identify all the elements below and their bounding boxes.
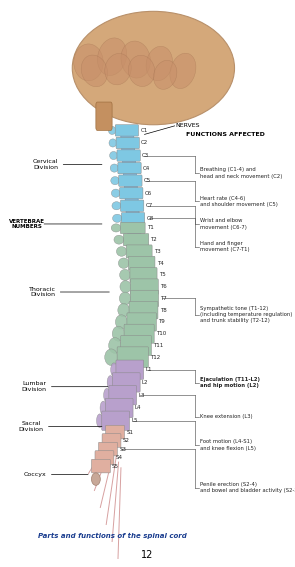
FancyBboxPatch shape — [109, 386, 137, 405]
FancyBboxPatch shape — [117, 347, 148, 367]
Text: C5: C5 — [144, 178, 151, 183]
FancyBboxPatch shape — [95, 451, 114, 464]
Text: Breathing (C1-4) and
head and neck movement (C2): Breathing (C1-4) and head and neck movem… — [200, 167, 282, 179]
Ellipse shape — [110, 164, 118, 172]
Text: Coccyx: Coccyx — [24, 472, 47, 477]
Text: S5: S5 — [112, 464, 119, 468]
Text: Penile erection (S2-4)
and bowel and bladder activity (S2-3): Penile erection (S2-4) and bowel and bla… — [200, 482, 295, 493]
FancyBboxPatch shape — [115, 125, 139, 136]
FancyBboxPatch shape — [99, 442, 117, 456]
Ellipse shape — [104, 388, 110, 402]
Ellipse shape — [97, 38, 127, 75]
FancyBboxPatch shape — [102, 434, 121, 447]
Ellipse shape — [118, 303, 130, 317]
Ellipse shape — [115, 315, 127, 329]
Ellipse shape — [119, 269, 130, 281]
Text: L4: L4 — [135, 405, 141, 411]
Text: L2: L2 — [142, 380, 148, 385]
Text: T6: T6 — [160, 284, 167, 289]
Ellipse shape — [118, 258, 129, 268]
Text: Wrist and elbow
movement (C6-7): Wrist and elbow movement (C6-7) — [200, 218, 247, 230]
Text: T12: T12 — [150, 355, 160, 359]
FancyBboxPatch shape — [120, 188, 143, 199]
Ellipse shape — [112, 202, 121, 210]
Text: C2: C2 — [141, 141, 148, 146]
FancyBboxPatch shape — [130, 268, 157, 282]
Text: Thoracic
Division: Thoracic Division — [29, 286, 56, 298]
Text: C4: C4 — [143, 166, 150, 171]
Ellipse shape — [109, 151, 117, 159]
Text: VERTEBRAE
NUMBERS: VERTEBRAE NUMBERS — [9, 218, 45, 230]
Text: T2: T2 — [150, 237, 157, 242]
Ellipse shape — [112, 326, 125, 341]
Text: L1: L1 — [145, 367, 152, 372]
Ellipse shape — [74, 44, 103, 81]
Ellipse shape — [111, 363, 117, 376]
Text: NERVES: NERVES — [176, 124, 200, 128]
Text: S3: S3 — [119, 447, 126, 451]
FancyBboxPatch shape — [116, 360, 144, 379]
Text: L5: L5 — [131, 418, 138, 423]
Text: Knee extension (L3): Knee extension (L3) — [200, 414, 253, 419]
FancyBboxPatch shape — [116, 137, 140, 149]
Ellipse shape — [91, 473, 100, 485]
Text: C3: C3 — [142, 153, 149, 158]
Ellipse shape — [120, 281, 131, 293]
FancyBboxPatch shape — [102, 411, 130, 430]
Polygon shape — [94, 130, 151, 466]
Ellipse shape — [81, 55, 108, 87]
Text: T3: T3 — [154, 249, 161, 254]
FancyBboxPatch shape — [124, 324, 154, 343]
Ellipse shape — [109, 139, 117, 147]
FancyBboxPatch shape — [131, 279, 158, 294]
Text: S2: S2 — [123, 438, 130, 443]
Ellipse shape — [112, 189, 120, 197]
Ellipse shape — [146, 46, 173, 81]
FancyBboxPatch shape — [122, 213, 145, 224]
FancyBboxPatch shape — [128, 256, 155, 270]
Ellipse shape — [100, 401, 106, 415]
FancyBboxPatch shape — [127, 313, 156, 331]
Ellipse shape — [109, 126, 116, 134]
FancyBboxPatch shape — [117, 150, 140, 161]
Text: Sympathetic tone (T1-12)
(including temperature regulation)
and trunk stability : Sympathetic tone (T1-12) (including temp… — [200, 306, 292, 323]
Text: Foot motion (L4-S1)
and knee flexion (L5): Foot motion (L4-S1) and knee flexion (L5… — [200, 439, 256, 451]
Ellipse shape — [105, 53, 131, 85]
Text: T11: T11 — [153, 343, 163, 348]
Ellipse shape — [72, 11, 235, 125]
Text: Ejaculation (T11-L2)
and hip motion (L2): Ejaculation (T11-L2) and hip motion (L2) — [200, 377, 260, 388]
FancyBboxPatch shape — [123, 234, 149, 246]
FancyBboxPatch shape — [96, 102, 112, 130]
Text: C1: C1 — [140, 128, 148, 133]
Ellipse shape — [111, 176, 119, 185]
Text: T5: T5 — [159, 272, 165, 277]
FancyBboxPatch shape — [120, 222, 145, 234]
Ellipse shape — [117, 247, 127, 256]
Text: Lumbar
Division: Lumbar Division — [22, 381, 46, 392]
Text: FUNCTIONS AFFECTED: FUNCTIONS AFFECTED — [186, 133, 265, 137]
Text: Hand and finger
movement (C7-T1): Hand and finger movement (C7-T1) — [200, 241, 250, 252]
Ellipse shape — [119, 292, 131, 305]
Text: Heart rate (C4-6)
and shoulder movement (C5): Heart rate (C4-6) and shoulder movement … — [200, 196, 278, 207]
FancyBboxPatch shape — [91, 459, 110, 473]
FancyBboxPatch shape — [121, 200, 144, 211]
FancyBboxPatch shape — [126, 245, 152, 258]
Ellipse shape — [121, 41, 150, 78]
FancyBboxPatch shape — [118, 162, 141, 174]
Text: T10: T10 — [156, 331, 166, 336]
Text: L3: L3 — [138, 393, 145, 397]
Ellipse shape — [153, 60, 177, 90]
Text: T7: T7 — [160, 296, 167, 301]
Ellipse shape — [109, 337, 121, 353]
FancyBboxPatch shape — [121, 336, 151, 356]
Text: Cervical
Division: Cervical Division — [33, 159, 58, 170]
Text: C6: C6 — [145, 191, 152, 196]
Ellipse shape — [128, 55, 155, 87]
Text: Sacral
Division: Sacral Division — [19, 421, 43, 432]
Text: C7: C7 — [146, 203, 153, 208]
Text: Parts and functions of the spinal cord: Parts and functions of the spinal cord — [38, 533, 186, 539]
Ellipse shape — [111, 224, 121, 232]
Text: C8: C8 — [146, 216, 154, 221]
FancyBboxPatch shape — [130, 290, 159, 307]
FancyBboxPatch shape — [106, 425, 124, 439]
